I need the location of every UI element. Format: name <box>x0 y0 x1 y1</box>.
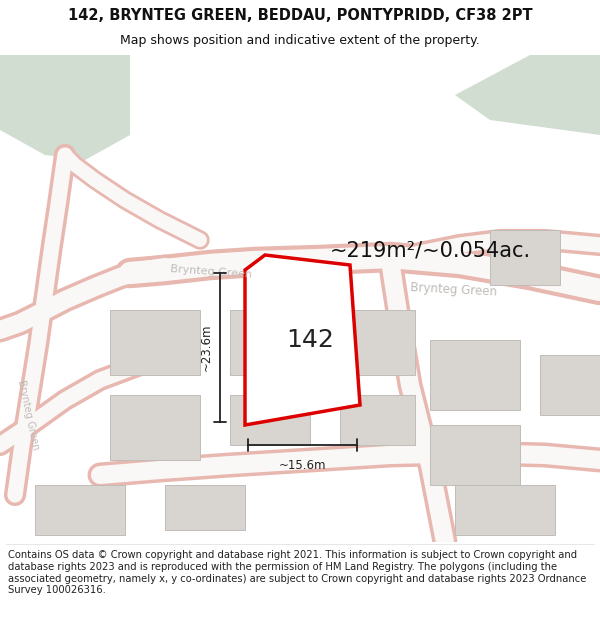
Bar <box>340 395 415 445</box>
Bar <box>230 310 310 375</box>
Text: ~15.6m: ~15.6m <box>279 459 326 472</box>
Bar <box>35 485 125 535</box>
Bar <box>430 425 520 485</box>
Bar <box>165 485 245 530</box>
Bar <box>540 355 600 415</box>
Polygon shape <box>245 255 360 425</box>
Text: Brynteg Green: Brynteg Green <box>16 379 40 451</box>
Text: Contains OS data © Crown copyright and database right 2021. This information is : Contains OS data © Crown copyright and d… <box>8 550 586 595</box>
Bar <box>490 230 560 285</box>
Text: Brynteg Green: Brynteg Green <box>410 281 497 299</box>
Polygon shape <box>455 55 600 135</box>
Text: 142, BRYNTEG GREEN, BEDDAU, PONTYPRIDD, CF38 2PT: 142, BRYNTEG GREEN, BEDDAU, PONTYPRIDD, … <box>68 8 532 23</box>
Text: 142: 142 <box>286 328 334 352</box>
Text: ~23.6m: ~23.6m <box>200 324 213 371</box>
Bar <box>230 395 310 445</box>
Text: Map shows position and indicative extent of the property.: Map shows position and indicative extent… <box>120 34 480 48</box>
Bar <box>430 340 520 410</box>
Bar <box>455 485 555 535</box>
Bar <box>110 395 200 460</box>
Bar <box>110 310 200 375</box>
Polygon shape <box>0 55 130 160</box>
Text: ~219m²/~0.054ac.: ~219m²/~0.054ac. <box>330 240 531 260</box>
Bar <box>340 310 415 375</box>
Text: Brynteg Green: Brynteg Green <box>170 264 252 280</box>
